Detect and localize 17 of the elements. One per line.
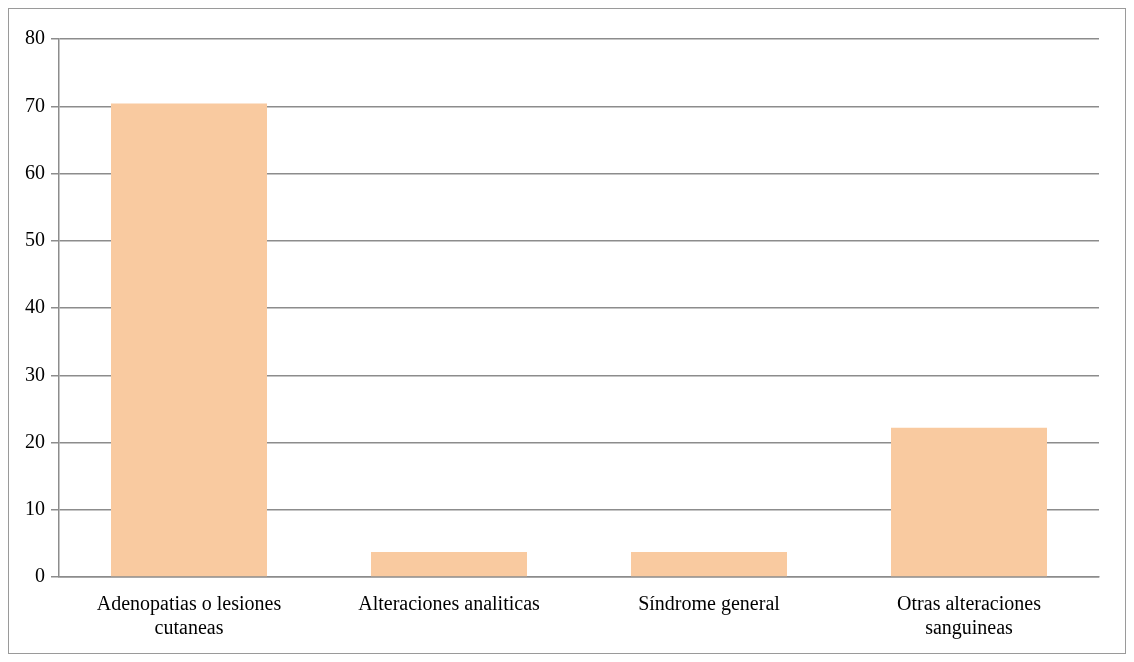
y-tick-label: 10 [25, 497, 45, 519]
y-tick-label: 0 [35, 564, 45, 587]
y-tick-label: 20 [25, 429, 45, 452]
bar [371, 552, 527, 577]
bar [111, 103, 267, 577]
y-tick-label: 70 [25, 93, 45, 116]
y-tick-label: 80 [25, 26, 45, 49]
bar [891, 427, 1047, 577]
x-tick-label: Síndrome general [638, 592, 781, 616]
x-tick-label: Otras alteraciones sanguineas [897, 592, 1042, 640]
x-tick-label: Adenopatias o lesiones cutaneas [96, 592, 282, 639]
y-tick-label: 40 [25, 295, 45, 318]
y-tick-label: 50 [25, 228, 45, 250]
y-tick-label: 60 [25, 160, 45, 183]
y-tick-label: 30 [25, 362, 45, 385]
bar [631, 552, 787, 577]
x-tick-label: Alteraciones analiticas [358, 592, 540, 615]
